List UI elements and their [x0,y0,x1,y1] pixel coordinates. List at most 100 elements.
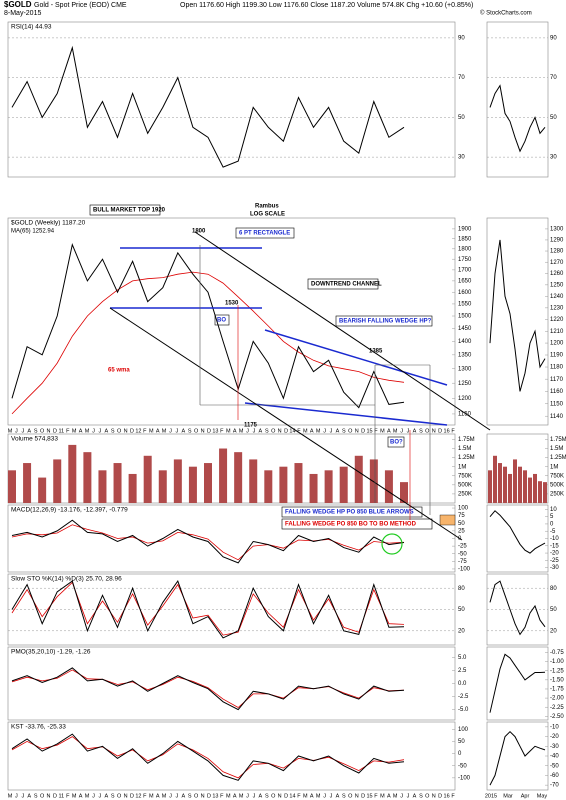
x-tick-label: F [66,428,70,434]
y-tick-label: 50 [458,607,465,613]
volume-bar [400,482,408,503]
y-tick-label: 1850 [458,236,472,242]
x-tick-label: F [220,793,224,799]
volume-bar [384,470,393,503]
x-tick-label: D [53,428,57,434]
panel-label: Slow STO %K(14) %D(3) 25.70, 28.96 [11,576,122,583]
note-box [307,278,379,290]
x-tick-label: M [162,793,167,799]
volume-bar [188,466,197,503]
y-tick-label: 1650 [458,278,472,284]
mini-line [489,84,546,153]
y-tick-label: -5 [550,529,556,535]
y-tick-label: -2.5 [458,694,469,700]
x-tick-label: J [15,428,18,434]
y-tick-label: 1.75M [550,437,566,443]
trend-line [244,402,448,426]
y-tick-label: -10 [550,536,559,542]
y-tick-label: 1170 [550,377,564,383]
x-tick-label: A [259,793,263,799]
y-tick-label: -2.50 [550,714,564,720]
x-tick-label: N [201,428,205,434]
mini-x-label: Apr [521,793,530,799]
x-tick-label: S [419,428,423,434]
y-tick-label: 1400 [458,339,472,345]
y-tick-label: 1140 [550,414,564,420]
x-tick-label: A [182,793,186,799]
y-tick-label: -20 [550,734,559,740]
x-tick-label: J [15,793,18,799]
mini-x-label: May [537,793,548,799]
volume-bar [508,473,512,503]
y-tick-label: -60 [550,773,559,779]
annotations: BULL MARKET TOP 1920 Rambus LOG SCALE 18… [89,204,433,530]
x-tick-label: F [297,428,301,434]
x-tick-label: N [124,793,128,799]
mini-line [489,653,546,713]
volume-bar [294,463,303,503]
x-tick-label: A [156,428,160,434]
x-tick-label: J [176,428,179,434]
x-tick-label: D [438,428,442,434]
mini-x-label: 2015 [485,793,497,799]
price-line [11,243,405,409]
y-tick-label: 1280 [550,249,564,255]
y-tick-label: 90 [550,35,557,41]
y-tick-label: 1230 [550,305,564,311]
y-tick-label: -2.00 [550,696,564,702]
note: 1175 [244,423,258,429]
y-tick-label: 1250 [458,381,472,387]
volume-bar [538,481,542,503]
x-tick-label: D [438,793,442,799]
x-tick-label: F [297,793,301,799]
volume-bar [533,473,537,503]
y-tick-label: 1180 [550,365,564,371]
x-tick-label: J [407,428,410,434]
y-tick-label: 1.75M [458,437,475,443]
y-tick-label: 100 [458,727,469,733]
x-tick-label: J [253,428,256,434]
x-tick-label: O [117,793,122,799]
x-tick-label: A [27,793,31,799]
y-tick-label: 100 [458,506,469,512]
volume-bar [219,448,228,503]
x-tick-label: M [85,793,90,799]
x-tick-label: J [21,793,24,799]
note: FALLING WEDGE PO 850 BO TO BO METHOD [285,522,417,528]
x-tick-label: 15 [366,428,372,434]
note: LOG SCALE [250,212,285,218]
y-tick-label: 25 [458,528,465,534]
y-tick-label: 1.5M [458,446,471,452]
x-tick-label: S [34,428,38,434]
note-box [235,227,295,239]
price-line [11,667,405,711]
y-tick-label: -25 [550,558,559,564]
x-tick-label: F [143,428,147,434]
volume-bar [143,455,152,503]
volume-bar [503,466,507,503]
y-tick-label: -100 [458,775,471,781]
x-tick-label: M [239,793,244,799]
volume-bar [98,470,107,503]
note: 1800 [192,229,206,235]
y-tick-label: -1.50 [550,677,564,683]
mini-line [489,730,546,786]
signal-line [11,524,405,561]
volume-bar [113,463,122,503]
x-tick-label: 13 [212,428,218,434]
note: BO [217,318,226,324]
y-tick-label: 50 [458,739,465,745]
volume-bar [493,455,497,503]
volume-bar [204,463,212,503]
y-tick-label: 1150 [458,412,472,418]
x-tick-label: J [99,793,102,799]
pattern-lines [109,231,491,555]
mini-frame [486,646,549,721]
x-tick-label: S [34,793,38,799]
volume-bar [354,455,363,503]
x-tick-label: A [336,793,340,799]
x-tick-label: N [355,793,359,799]
x-tick-label: A [79,428,83,434]
x-tick-label: N [124,428,128,434]
